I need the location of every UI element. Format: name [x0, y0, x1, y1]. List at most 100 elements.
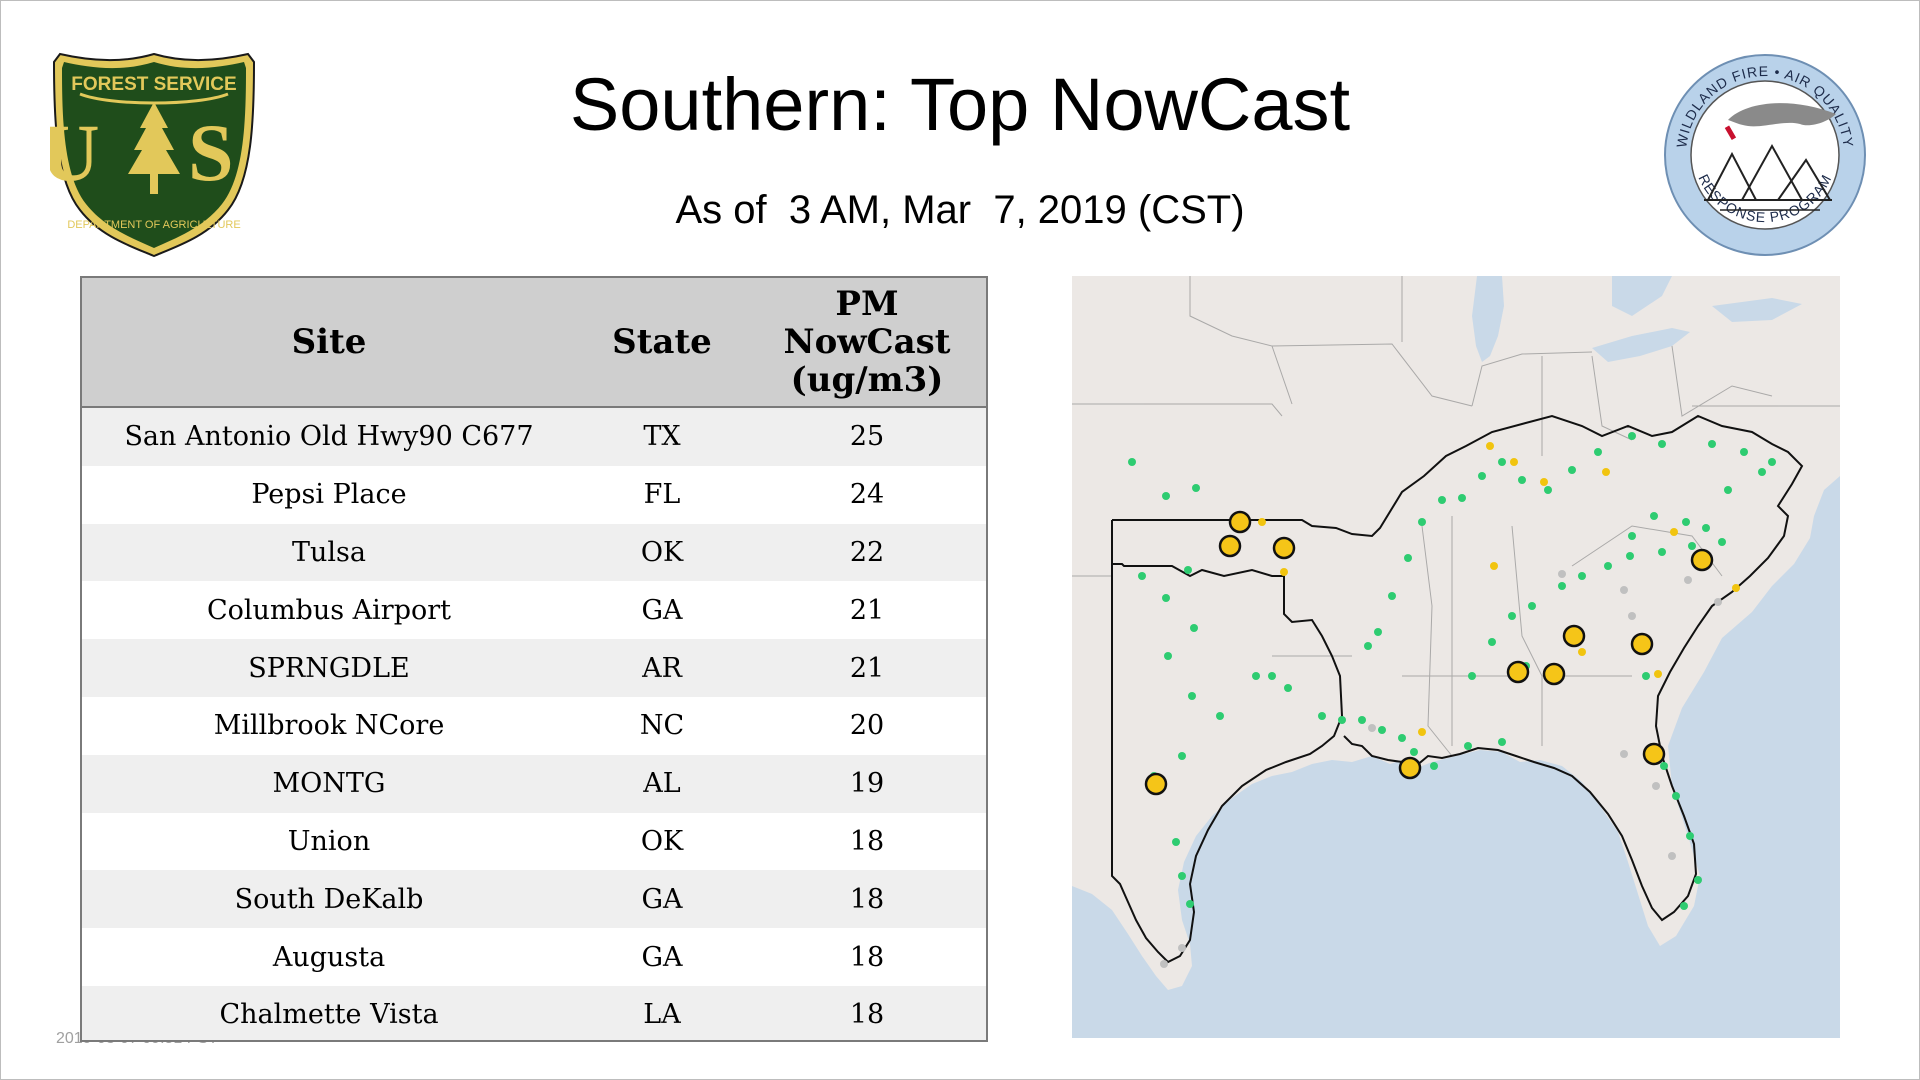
monitor-dot-good — [1404, 554, 1412, 562]
monitor-dot-good — [1724, 486, 1732, 494]
monitor-dot-good — [1544, 486, 1552, 494]
monitor-dot-no-data — [1160, 960, 1168, 968]
monitor-dot-good — [1464, 742, 1472, 750]
monitor-dot-good — [1438, 496, 1446, 504]
monitor-dot-good — [1172, 838, 1180, 846]
monitor-dot-moderate — [1280, 568, 1288, 576]
monitor-dot-no-data — [1558, 570, 1566, 578]
cell-state: GA — [576, 581, 748, 640]
cell-site: Augusta — [82, 928, 576, 986]
monitor-dot-good — [1508, 612, 1516, 620]
cell-site: Millbrook NCore — [82, 696, 576, 755]
header-pm-line2: NowCast — [783, 322, 951, 362]
cell-value: 19 — [748, 754, 986, 813]
map-land — [1072, 276, 1840, 990]
cell-site: South DeKalb — [82, 870, 576, 929]
cell-state: GA — [576, 870, 748, 929]
southern-region-outline — [1111, 414, 1804, 964]
monitor-dot-good — [1478, 472, 1486, 480]
table-row: Union OK 18 — [82, 812, 986, 871]
monitor-dot-good — [1688, 542, 1696, 550]
page-title: Southern: Top NowCast — [569, 63, 1351, 146]
monitor-dot-good — [1374, 628, 1382, 636]
table-row: Columbus Airport GA 21 — [82, 581, 986, 640]
monitor-dot-good — [1252, 672, 1260, 680]
top-site-marker — [1630, 632, 1654, 656]
top-site-marker — [1272, 536, 1296, 560]
table-row: Pepsi Place FL 24 — [82, 465, 986, 524]
top-site-marker — [1562, 624, 1586, 648]
monitor-dot-no-data — [1368, 724, 1376, 732]
lake-michigan — [1472, 276, 1504, 362]
monitor-dot-moderate — [1670, 528, 1678, 536]
header-pm-line1: PM — [835, 284, 899, 324]
monitor-dot-good — [1682, 518, 1690, 526]
monitor-dot-moderate — [1418, 728, 1426, 736]
header-site: Site — [82, 278, 576, 408]
cell-state: TX — [576, 407, 748, 466]
cell-site: Tulsa — [82, 523, 576, 582]
cell-state: OK — [576, 523, 748, 582]
state-borders — [1072, 276, 1840, 757]
monitor-dot-good — [1628, 532, 1636, 540]
monitor-dot-good — [1672, 792, 1680, 800]
monitor-dot-good — [1578, 572, 1586, 580]
monitor-dot-good — [1162, 594, 1170, 602]
monitor-dot-moderate — [1654, 670, 1662, 678]
monitor-dot-moderate — [1732, 584, 1740, 592]
monitor-dot-good — [1318, 712, 1326, 720]
table-row: Chalmette Vista LA 18 — [82, 985, 986, 1040]
cell-value: 20 — [748, 696, 986, 755]
lake-huron — [1612, 276, 1672, 316]
forest-service-bottom-text: DEPARTMENT OF AGRICULTURE — [67, 219, 240, 231]
header-pm-nowcast: PM NowCast (ug/m3) — [748, 278, 986, 408]
cell-site: SPRNGDLE — [82, 639, 576, 697]
forest-service-logo: FOREST SERVICE U S DEPARTMENT OF AGRICUL… — [50, 52, 256, 258]
monitor-dot-good — [1604, 562, 1612, 570]
lake-ontario — [1712, 298, 1802, 322]
monitor-dot-good — [1364, 642, 1372, 650]
monitor-dot-good — [1498, 738, 1506, 746]
header-state: State — [576, 278, 748, 408]
cell-value: 18 — [748, 812, 986, 871]
monitor-dot-no-data — [1668, 852, 1676, 860]
monitor-dot-no-data — [1714, 598, 1722, 606]
top-site-marker — [1144, 772, 1168, 796]
monitor-dot-good — [1658, 548, 1666, 556]
table-row: Augusta GA 18 — [82, 928, 986, 986]
monitor-dot-good — [1558, 582, 1566, 590]
monitor-markers — [1128, 432, 1776, 968]
header-pm-line3: (ug/m3) — [790, 360, 944, 400]
cell-value: 24 — [748, 465, 986, 524]
southern-region-map — [1072, 276, 1840, 1038]
monitor-dot-good — [1378, 726, 1386, 734]
monitor-dot-good — [1128, 458, 1136, 466]
monitor-dot-good — [1680, 902, 1688, 910]
monitor-dot-good — [1398, 734, 1406, 742]
table-header-row: Site State PM NowCast (ug/m3) — [82, 278, 986, 408]
monitor-dot-good — [1626, 552, 1634, 560]
top-site-marker — [1228, 510, 1252, 534]
cell-site: Columbus Airport — [82, 581, 576, 640]
monitor-dot-good — [1686, 832, 1694, 840]
cell-state: OK — [576, 812, 748, 871]
monitor-dot-good — [1658, 440, 1666, 448]
top-site-marker — [1690, 548, 1714, 572]
monitor-dot-no-data — [1684, 576, 1692, 584]
cell-state: GA — [576, 928, 748, 986]
top-site-marker — [1542, 662, 1566, 686]
top-site-marker — [1398, 756, 1422, 780]
monitor-dot-good — [1216, 712, 1224, 720]
cell-value: 25 — [748, 407, 986, 466]
cell-site: Pepsi Place — [82, 465, 576, 524]
cell-site: Chalmette Vista — [82, 985, 576, 1040]
monitor-dot-good — [1628, 432, 1636, 440]
cell-state: NC — [576, 696, 748, 755]
page-subtitle: As of 3 AM, Mar 7, 2019 (CST) — [675, 188, 1245, 232]
cell-state: AR — [576, 639, 748, 697]
monitor-dot-good — [1768, 458, 1776, 466]
cell-state: FL — [576, 465, 748, 524]
monitor-dot-good — [1418, 518, 1426, 526]
cell-site: MONTG — [82, 754, 576, 813]
monitor-dot-good — [1642, 672, 1650, 680]
